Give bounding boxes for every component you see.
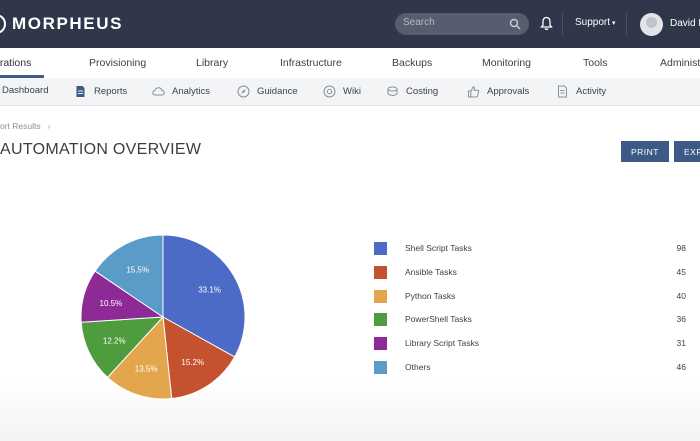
page-title: AUTOMATION OVERVIEW bbox=[0, 141, 202, 158]
nav-item-provisioning[interactable]: Provisioning bbox=[89, 57, 147, 69]
subnav-item-activity[interactable]: Activity bbox=[556, 85, 606, 98]
subnav-item-approvals[interactable]: Approvals bbox=[467, 85, 529, 98]
legend-swatch bbox=[374, 313, 387, 327]
pie-slice-ansible-tasks[interactable] bbox=[162, 316, 236, 400]
nav-item-tools[interactable]: Tools bbox=[583, 57, 608, 69]
pie-chart-svg: 33.1% 15.2% 13.5% 12.2% 10.5% 15.5% bbox=[80, 234, 246, 400]
search-input[interactable]: Search bbox=[395, 13, 529, 35]
legend-item[interactable]: Shell Script Tasks 98 bbox=[374, 242, 694, 256]
subnav-item-reports[interactable]: Reports bbox=[74, 85, 127, 98]
pie-slice-others[interactable] bbox=[94, 234, 164, 318]
main-nav: erations Provisioning Library Infrastruc… bbox=[0, 48, 700, 78]
brand-name: MORPHEUS bbox=[12, 14, 124, 33]
legend-swatch bbox=[374, 242, 387, 255]
activity-icon bbox=[558, 85, 567, 98]
morpheus-logo-icon bbox=[0, 14, 6, 34]
caret-down-icon: ▾ bbox=[612, 20, 616, 27]
avatar[interactable] bbox=[640, 13, 663, 36]
thumbs-up-icon bbox=[468, 86, 480, 98]
morpheus-logo[interactable]: MORPHEUS bbox=[0, 13, 123, 35]
legend-item[interactable]: Library Script Tasks 31 bbox=[374, 337, 694, 351]
nav-item-infrastructure[interactable]: Infrastructure bbox=[280, 57, 342, 69]
legend-value: 31 bbox=[676, 338, 686, 349]
legend-value: 40 bbox=[676, 290, 686, 301]
legend-swatch bbox=[374, 361, 387, 374]
nav-item-administration[interactable]: Administ bbox=[660, 57, 700, 69]
nav-item-operations[interactable]: erations bbox=[0, 57, 32, 69]
pie-slice-python-tasks[interactable] bbox=[106, 315, 173, 400]
breadcrumb: ort Results › bbox=[0, 121, 50, 131]
legend-value: 45 bbox=[676, 266, 686, 277]
legend-label: Others bbox=[405, 362, 431, 372]
legend-item[interactable]: Python Tasks 40 bbox=[374, 289, 694, 304]
top-bar: MORPHEUS Search Support▾ David E bbox=[0, 0, 700, 48]
pie-slice-powershell-tasks[interactable] bbox=[80, 316, 165, 379]
pie-slice-shell-script-tasks[interactable] bbox=[162, 234, 246, 358]
active-tab-indicator bbox=[0, 75, 44, 78]
subnav-label: Approvals bbox=[487, 86, 530, 97]
legend-value: 98 bbox=[676, 243, 686, 253]
subnav-label: Costing bbox=[406, 86, 439, 97]
pie-slice-label: 15.2% bbox=[181, 358, 204, 367]
top-bar-divider bbox=[626, 13, 627, 35]
legend-swatch bbox=[374, 337, 387, 351]
subnav-item-dashboard[interactable]: Dashboard bbox=[2, 85, 48, 96]
compass-icon bbox=[237, 85, 250, 98]
legend-label: PowerShell Tasks bbox=[405, 314, 472, 325]
subnav-item-costing[interactable]: Costing bbox=[386, 85, 438, 98]
breadcrumb-link-report-results[interactable]: ort Results bbox=[0, 121, 41, 131]
nav-item-library[interactable]: Library bbox=[196, 57, 229, 69]
legend-label: Ansible Tasks bbox=[405, 266, 457, 277]
pie-slice-label: 33.1% bbox=[198, 286, 221, 295]
bell-icon[interactable] bbox=[540, 16, 553, 31]
chevron-right-icon: › bbox=[47, 121, 51, 131]
subnav-label: Analytics bbox=[172, 86, 211, 97]
nav-item-backups[interactable]: Backups bbox=[392, 57, 433, 69]
cloud-icon bbox=[152, 87, 165, 96]
subnav-label: Activity bbox=[576, 86, 607, 97]
support-label: Support bbox=[575, 17, 611, 28]
legend-value: 46 bbox=[676, 362, 686, 372]
background-fade bbox=[0, 380, 700, 441]
nav-item-monitoring[interactable]: Monitoring bbox=[482, 57, 532, 69]
print-button[interactable]: PRINT bbox=[621, 141, 669, 162]
pie-chart: 33.1% 15.2% 13.5% 12.2% 10.5% 15.5% bbox=[80, 234, 246, 400]
legend-value: 36 bbox=[676, 314, 686, 325]
subnav-item-analytics[interactable]: Analytics bbox=[152, 85, 210, 98]
pie-slice-label: 10.5% bbox=[100, 299, 123, 308]
legend-item[interactable]: Ansible Tasks 45 bbox=[374, 265, 694, 280]
support-menu[interactable]: Support ▾ bbox=[575, 17, 616, 28]
legend-label: Shell Script Tasks bbox=[405, 243, 472, 253]
search-icon[interactable] bbox=[509, 18, 521, 30]
user-name[interactable]: David E bbox=[670, 18, 700, 29]
legend-item[interactable]: PowerShell Tasks 36 bbox=[374, 313, 694, 327]
legend-swatch bbox=[374, 289, 387, 303]
legend-label: Library Script Tasks bbox=[405, 338, 480, 349]
export-button[interactable]: EXP bbox=[674, 141, 700, 162]
reports-icon bbox=[76, 86, 85, 97]
subnav-label: Reports bbox=[94, 86, 128, 97]
subnav-item-guidance[interactable]: Guidance bbox=[237, 85, 298, 98]
subnav-label: Guidance bbox=[257, 86, 298, 97]
coins-icon bbox=[387, 86, 398, 96]
legend-swatch bbox=[374, 265, 387, 279]
subnav-item-wiki[interactable]: Wiki bbox=[323, 85, 361, 98]
top-bar-divider bbox=[562, 13, 563, 35]
pie-slice-label: 13.5% bbox=[135, 364, 158, 373]
subnav-label: Dashboard bbox=[2, 85, 49, 96]
legend-item[interactable]: Others 46 bbox=[374, 361, 694, 375]
wiki-icon bbox=[323, 85, 336, 98]
search-placeholder: Search bbox=[403, 17, 435, 28]
sub-nav: Dashboard Reports Analytics Guidance Wik… bbox=[0, 78, 700, 106]
legend-label: Python Tasks bbox=[405, 290, 456, 301]
pie-slice-label: 15.5% bbox=[126, 265, 149, 274]
subnav-label: Wiki bbox=[343, 86, 361, 97]
pie-slice-label: 12.2% bbox=[103, 336, 126, 345]
